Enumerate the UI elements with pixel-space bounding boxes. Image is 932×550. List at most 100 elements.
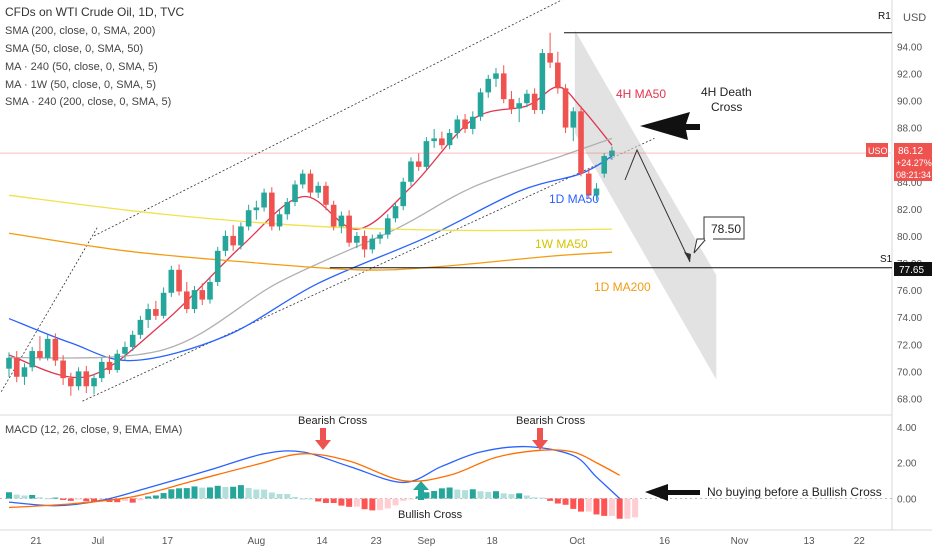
candle[interactable] xyxy=(392,202,399,223)
candle[interactable] xyxy=(485,74,492,98)
candle[interactable] xyxy=(230,225,236,251)
candle[interactable] xyxy=(415,153,422,171)
candle[interactable] xyxy=(245,204,252,231)
candle[interactable] xyxy=(462,114,468,133)
candle[interactable] xyxy=(44,334,51,361)
candle[interactable] xyxy=(176,264,182,296)
candle[interactable] xyxy=(160,287,167,319)
candle[interactable] xyxy=(408,157,414,186)
candle[interactable] xyxy=(493,67,499,87)
candle[interactable] xyxy=(524,89,530,108)
macd-histogram-bar xyxy=(307,498,314,500)
candle[interactable] xyxy=(29,346,35,372)
candle[interactable] xyxy=(384,214,391,239)
candle[interactable] xyxy=(454,115,461,139)
price-tick-label: 72.00 xyxy=(897,340,922,351)
candle[interactable] xyxy=(199,283,206,306)
candle[interactable] xyxy=(539,49,546,115)
candle[interactable] xyxy=(377,231,383,245)
candle[interactable] xyxy=(261,188,267,212)
death-cross-label: 4H Death xyxy=(701,85,752,99)
candle[interactable] xyxy=(83,365,90,394)
candle[interactable] xyxy=(477,88,484,121)
s1-tag: 77.65 xyxy=(894,262,932,276)
candle[interactable] xyxy=(214,246,221,287)
candle[interactable] xyxy=(168,265,175,297)
candle[interactable] xyxy=(6,352,12,377)
candle[interactable] xyxy=(315,181,321,199)
candle[interactable] xyxy=(145,303,151,329)
price-tick-label: 92.00 xyxy=(897,69,922,80)
candle[interactable] xyxy=(253,200,260,220)
candle[interactable] xyxy=(21,363,28,385)
candle[interactable] xyxy=(129,330,136,352)
candle[interactable] xyxy=(122,341,128,361)
candle[interactable] xyxy=(446,128,453,150)
candle[interactable] xyxy=(547,32,553,68)
candle[interactable] xyxy=(153,300,159,320)
macd-histogram-bar xyxy=(454,489,461,499)
candle[interactable] xyxy=(516,97,522,123)
candle-body xyxy=(508,99,515,109)
macd-histogram-bar xyxy=(83,498,90,502)
candle[interactable] xyxy=(531,88,538,115)
candle[interactable] xyxy=(292,180,298,207)
candle[interactable] xyxy=(601,153,608,178)
candle[interactable] xyxy=(369,234,376,254)
candle[interactable] xyxy=(222,230,229,257)
time-axis[interactable]: 21 Jul 17 Aug 14 23 Sep 18 Oct 16 Nov 13 22 xyxy=(30,536,865,547)
candle[interactable] xyxy=(68,372,74,396)
candle[interactable] xyxy=(570,107,577,142)
price-axis[interactable]: 68.0070.0072.0074.0076.0078.0080.0082.00… xyxy=(897,42,922,505)
ma-1w-50-line xyxy=(8,194,612,232)
candle[interactable] xyxy=(330,200,337,231)
candle[interactable] xyxy=(37,336,43,361)
candle[interactable] xyxy=(75,367,82,391)
candle[interactable] xyxy=(500,65,507,104)
candle-body xyxy=(145,309,151,320)
candle[interactable] xyxy=(323,181,329,211)
candle[interactable] xyxy=(13,351,20,383)
candle[interactable] xyxy=(361,230,368,258)
candle[interactable] xyxy=(578,105,584,177)
candle[interactable] xyxy=(137,315,144,339)
candle[interactable] xyxy=(276,208,283,231)
candle[interactable] xyxy=(593,183,600,201)
candle[interactable] xyxy=(114,349,121,373)
macd-histogram-bar xyxy=(6,492,12,499)
candle[interactable] xyxy=(299,169,306,189)
bearish-cross-arrow-icon-2 xyxy=(532,428,548,450)
symbol-tag-text: USOIL xyxy=(868,146,895,156)
candle[interactable] xyxy=(284,198,291,220)
macd-histogram-bar xyxy=(276,493,283,499)
candle[interactable] xyxy=(307,169,314,199)
candle[interactable] xyxy=(338,211,345,234)
candle-body xyxy=(547,53,553,63)
candle[interactable] xyxy=(470,111,476,135)
candle[interactable] xyxy=(91,374,97,395)
candle-body xyxy=(593,188,600,196)
candle[interactable] xyxy=(562,84,569,133)
candle[interactable] xyxy=(346,210,352,247)
target-box-pointer-mask xyxy=(705,236,713,240)
candle[interactable] xyxy=(555,51,561,94)
candle[interactable] xyxy=(207,277,213,304)
candle[interactable] xyxy=(439,131,445,150)
candle[interactable] xyxy=(269,187,275,231)
candle-body xyxy=(137,319,144,335)
candle[interactable] xyxy=(191,286,198,314)
candle[interactable] xyxy=(98,357,105,383)
candle[interactable] xyxy=(183,281,190,314)
candle[interactable] xyxy=(400,177,407,211)
candle[interactable] xyxy=(354,231,360,249)
macd-histogram-bar xyxy=(214,485,221,499)
candle[interactable] xyxy=(52,333,59,366)
candle[interactable] xyxy=(431,128,437,148)
candle[interactable] xyxy=(238,222,244,250)
candle[interactable] xyxy=(508,91,515,115)
candle[interactable] xyxy=(60,355,66,385)
candle[interactable] xyxy=(106,355,113,375)
candle[interactable] xyxy=(585,168,592,199)
macd-histogram-bar xyxy=(13,494,20,499)
